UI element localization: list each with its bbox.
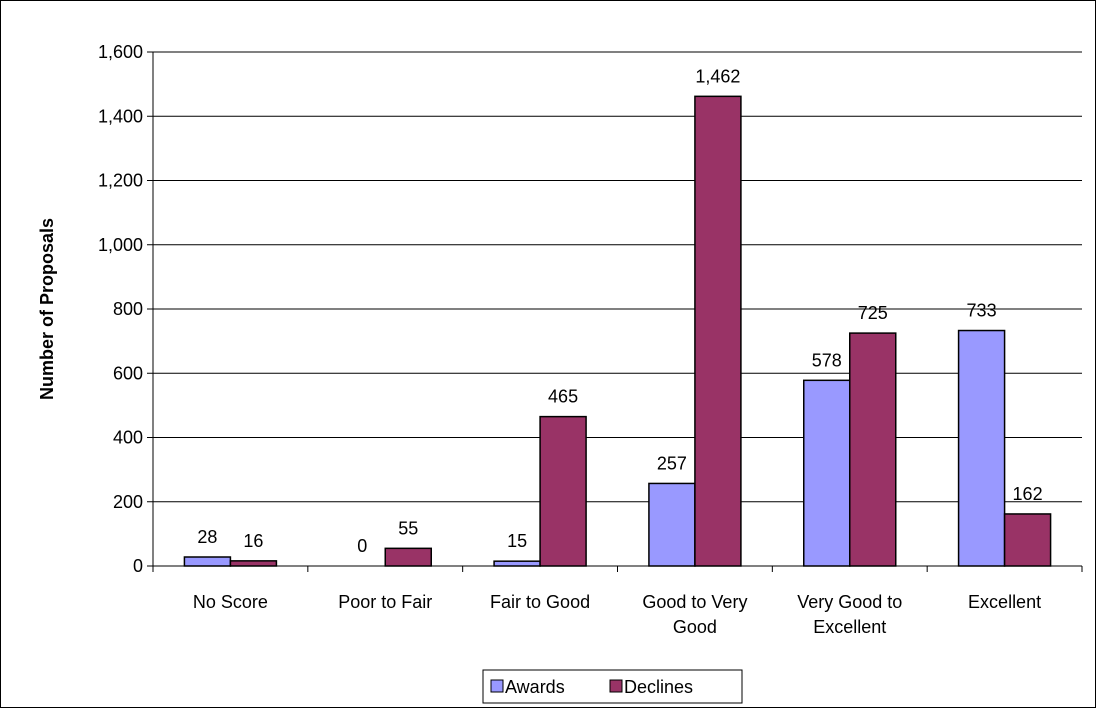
data-label-awards: 0 xyxy=(357,536,367,556)
data-label-declines: 465 xyxy=(548,387,578,407)
y-tick-label: 0 xyxy=(133,556,143,576)
data-label-awards: 28 xyxy=(197,527,217,547)
bars xyxy=(183,95,1052,567)
y-tick-label: 1,000 xyxy=(98,235,143,255)
bar-awards xyxy=(957,329,1006,567)
data-label-declines: 1,462 xyxy=(695,66,740,86)
grid-lines xyxy=(153,51,1082,503)
data-label-awards: 15 xyxy=(507,531,527,551)
x-tick-label: Good to Very Good xyxy=(642,592,747,637)
x-tick-label: Excellent xyxy=(968,592,1041,612)
legend-swatch-awards xyxy=(490,679,504,693)
data-label-declines: 55 xyxy=(398,518,418,538)
bar-declines xyxy=(539,415,587,567)
data-label-awards: 733 xyxy=(967,301,997,321)
data-labels: 28 0 15 257 578 733 16 55 465 1,462 725 162 xyxy=(197,66,1042,556)
data-label-awards: 257 xyxy=(657,453,687,473)
y-tick-label: 1,600 xyxy=(98,42,143,62)
bar-declines xyxy=(1003,513,1052,567)
data-label-declines: 725 xyxy=(858,303,888,323)
bar-declines xyxy=(229,560,278,567)
legend: Awards Declines xyxy=(482,669,743,704)
data-label-declines: 16 xyxy=(243,531,263,551)
x-tick-label: Very Good to Excellent xyxy=(797,592,902,637)
bar-awards xyxy=(648,482,696,567)
bar-awards xyxy=(183,556,232,567)
legend-label-declines: Declines xyxy=(624,677,693,697)
legend-swatch-declines xyxy=(609,679,623,693)
y-axis-title: Number of Proposals xyxy=(37,218,57,400)
bar-awards xyxy=(803,379,851,567)
y-tick-label: 400 xyxy=(113,428,143,448)
legend-label-awards: Awards xyxy=(505,677,565,697)
y-tick-label: 600 xyxy=(113,363,143,383)
y-tick-label: 800 xyxy=(113,299,143,319)
bar-declines xyxy=(849,332,897,567)
bar-declines xyxy=(694,95,742,567)
x-tick-label: Poor to Fair xyxy=(338,592,432,612)
y-tick-label: 1,200 xyxy=(98,171,143,191)
y-tick-label: 200 xyxy=(113,492,143,512)
data-label-awards: 578 xyxy=(812,350,842,370)
x-tick-label: Fair to Good xyxy=(490,592,590,612)
bar-awards xyxy=(493,560,541,567)
data-label-declines: 162 xyxy=(1013,484,1043,504)
axes: 0 200 400 600 800 1,000 1,200 1,400 1,600 No Scor… xyxy=(98,42,1083,637)
x-tick-label: No Score xyxy=(193,592,268,612)
y-tick-label: 1,400 xyxy=(98,106,143,126)
bar-declines xyxy=(384,547,432,567)
